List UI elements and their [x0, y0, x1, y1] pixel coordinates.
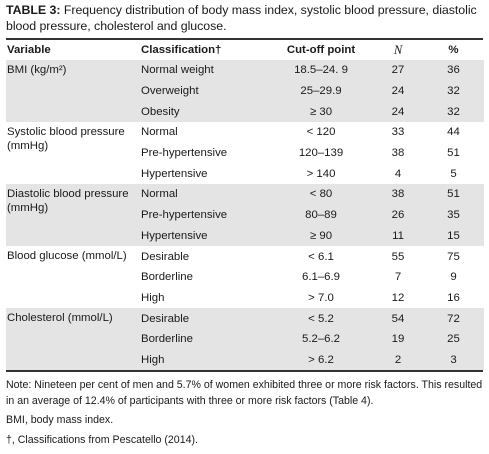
cutoff-cell: > 7.0	[308, 291, 334, 304]
classification-cell: Normal	[141, 184, 269, 205]
percent-cell: 32	[423, 101, 484, 123]
classification-cell: Hypertensive	[141, 167, 208, 180]
header-percent: %	[448, 44, 459, 56]
table-row: Hypertensive ≥ 90 11 15	[6, 225, 484, 247]
percent-cell: 25	[423, 328, 484, 350]
classification-cell: Overweight	[141, 80, 269, 102]
cutoff-cell: < 5.2	[269, 308, 373, 329]
percent-cell: 51	[423, 184, 484, 205]
note-abbreviation: BMI, body mass index.	[6, 414, 114, 427]
table-body: BMI (kg/m²) Normal weight 18.5–24. 9 27 36 Ov…	[6, 60, 484, 371]
caption-label: TABLE 3:	[6, 3, 61, 17]
cutoff-cell: ≥ 30	[269, 101, 373, 123]
table-row: Hypertensive > 140 4 5	[6, 163, 484, 184]
classification-cell: Normal	[141, 126, 178, 139]
variable-cell: Systolic blood pressure (mmHg)	[7, 126, 125, 153]
cutoff-cell: > 6.2	[269, 349, 373, 371]
table-row: Borderline 5.2–6.2 19 25	[6, 328, 484, 350]
table-caption: TABLE 3: Frequency distribution of body …	[6, 2, 483, 34]
n-cell: 38	[391, 147, 405, 160]
note-main: Note: Nineteen per cent of men and 5.7% …	[6, 379, 483, 407]
table-row: BMI (kg/m²) Normal weight 18.5–24. 9 27 36	[6, 60, 484, 123]
n-cell: 12	[391, 291, 405, 304]
classification-cell: Obesity	[141, 101, 269, 123]
cutoff-cell: < 80	[269, 184, 373, 205]
n-cell: 33	[391, 126, 405, 139]
percent-cell: 32	[423, 80, 484, 102]
variable-cell: BMI (kg/m²)	[6, 60, 141, 123]
cutoff-cell: ≥ 90	[269, 225, 373, 247]
table-container: TABLE 3: Frequency distribution of body …	[6, 0, 484, 448]
n-cell: 27	[373, 60, 423, 81]
classification-cell: Borderline	[141, 271, 193, 284]
classification-cell: Desirable	[141, 250, 190, 263]
table-row: Pre-hypertensive 120–139 38 51	[6, 143, 484, 164]
n-cell: 26	[373, 204, 423, 226]
cutoff-cell: < 120	[306, 126, 336, 139]
n-cell: 19	[373, 328, 423, 350]
table-row: Diastolic blood pressure (mmHg) Normal < 8…	[6, 184, 484, 247]
header-cutoff: Cut-off point	[286, 44, 356, 56]
classification-cell: High	[141, 349, 269, 371]
table-row: Systolic blood pressure (mmHg) Normal < 12…	[6, 122, 484, 152]
percent-cell: 72	[423, 308, 484, 329]
n-cell: 38	[373, 184, 423, 205]
table-row: Blood glucose (mmol/L) Desirable < 6.1 55 75	[6, 246, 484, 267]
percent-cell: 51	[447, 147, 460, 160]
bottom-rule	[6, 370, 483, 373]
percent-cell: 5	[450, 167, 457, 180]
n-cell: 11	[373, 225, 423, 247]
classification-cell: Desirable	[141, 308, 269, 329]
percent-cell: 35	[423, 204, 484, 226]
table-row: Obesity ≥ 30 24 32	[6, 101, 484, 123]
percent-cell: 36	[423, 60, 484, 81]
table-row: Overweight 25–29.9 24 32	[6, 80, 484, 102]
cutoff-cell: > 140	[306, 167, 336, 180]
cutoff-cell: < 6.1	[308, 250, 334, 263]
classification-cell: Pre-hypertensive	[141, 204, 269, 226]
cutoff-cell: 6.1–6.9	[301, 271, 340, 284]
classification-cell: Hypertensive	[141, 225, 269, 247]
variable-cell: Cholesterol (mmol/L)	[6, 308, 141, 371]
n-cell: 24	[373, 80, 423, 102]
n-cell: 7	[394, 271, 402, 284]
note-source: †, Classifications from Pescatello (2014…	[6, 433, 198, 446]
n-cell: 2	[373, 349, 423, 371]
caption-text: Frequency distribution of body mass inde…	[6, 3, 477, 33]
percent-cell: 16	[447, 291, 460, 304]
variable-cell: Blood glucose (mmol/L)	[7, 250, 127, 263]
header-row: Variable Classification† Cut-off point N…	[6, 40, 484, 60]
n-cell: 24	[373, 101, 423, 123]
data-table: Variable Classification† Cut-off point N…	[6, 40, 484, 371]
cutoff-cell: 18.5–24. 9	[269, 60, 373, 81]
percent-cell: 3	[423, 349, 484, 371]
table-row: Borderline 6.1–6.9 7 9	[6, 267, 484, 288]
classification-cell: Borderline	[141, 328, 269, 350]
classification-cell: Normal weight	[141, 60, 269, 81]
table-row: Cholesterol (mmol/L) Desirable < 5.2 54 72	[6, 308, 484, 371]
percent-cell: 15	[423, 225, 484, 247]
classification-cell: Pre-hypertensive	[141, 147, 228, 160]
table-row: Pre-hypertensive 80–89 26 35	[6, 204, 484, 226]
cutoff-cell: 120–139	[298, 147, 344, 160]
table-row: High > 6.2 2 3	[6, 349, 484, 371]
header-n: N	[393, 42, 403, 57]
variable-cell: Diastolic blood pressure (mmHg)	[6, 184, 141, 247]
top-rule	[6, 38, 483, 40]
n-cell: 55	[391, 250, 405, 263]
n-cell: 54	[373, 308, 423, 329]
n-cell: 4	[394, 167, 402, 180]
classification-cell: High	[141, 291, 165, 304]
cutoff-cell: 25–29.9	[269, 80, 373, 102]
percent-cell: 75	[447, 250, 460, 263]
cutoff-cell: 5.2–6.2	[269, 328, 373, 350]
header-classification: Classification†	[141, 44, 222, 56]
percent-cell: 44	[447, 126, 460, 139]
table-notes: Note: Nineteen per cent of men and 5.7% …	[6, 378, 483, 448]
header-variable: Variable	[7, 44, 51, 56]
table-row: High > 7.0 12 16	[6, 288, 484, 309]
cutoff-cell: 80–89	[269, 204, 373, 226]
percent-cell: 9	[450, 271, 457, 284]
